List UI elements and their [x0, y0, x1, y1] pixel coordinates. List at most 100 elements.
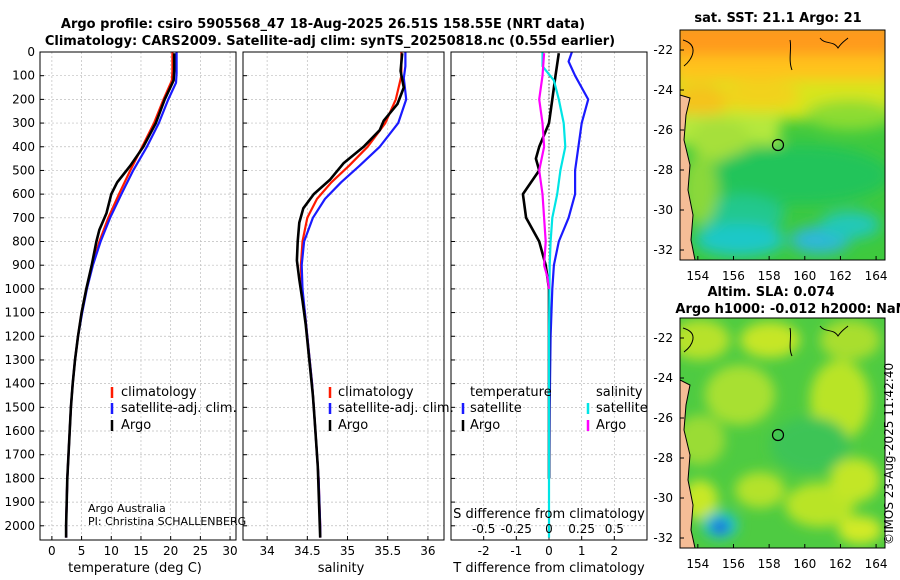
lat-tick-label: -24	[653, 371, 673, 385]
depth-tick-label: 1700	[4, 448, 35, 462]
temperature-panel: 0100200300400500600700800900100011001200…	[4, 45, 246, 576]
lon-tick-label: 160	[793, 557, 816, 571]
x-tick-label: 30	[222, 544, 237, 558]
sla-field	[680, 318, 885, 548]
depth-tick-label: 1100	[4, 306, 35, 320]
difference-lines	[521, 51, 590, 538]
figure-title-line1: Argo profile: csiro 5905568_47 18-Aug-20…	[61, 17, 585, 32]
lon-tick-label: 162	[829, 269, 852, 283]
x-tick-label: 0	[48, 544, 56, 558]
lat-tick-label: -24	[653, 83, 673, 97]
difference-panel: -2 -1 0 1 2 -0.5 -0.25 0 0.25 0.5 S difference f…	[450, 51, 648, 576]
lat-tick-label: -30	[653, 491, 673, 505]
salinity-panel: 34 34.5 35 35.5 36 salinity climatology sate…	[242, 51, 454, 576]
lat-tick-label: -30	[653, 203, 673, 217]
depth-tick-label: 600	[12, 187, 35, 201]
temperature-lines	[64, 52, 178, 538]
salinity-axis-label: salinity	[318, 561, 365, 576]
depth-tick-label: 1300	[4, 353, 35, 367]
temperature-tick-labels: 0 5 10 15 20 25 30	[48, 544, 238, 558]
s-diff-tick-label: -0.5	[472, 522, 495, 536]
lat-tick-label: -22	[653, 331, 673, 345]
sla-lat-tick-labels: -22 -24 -26 -28 -30 -32	[653, 331, 684, 545]
legend-climatology-label: climatology	[121, 385, 197, 400]
depth-tick-label: 700	[12, 211, 35, 225]
x-tick-label: 34	[259, 544, 274, 558]
depth-tick-label: 900	[12, 258, 35, 272]
x-tick-label: 34.5	[294, 544, 321, 558]
sla-map-panel: Altim. SLA: 0.074 Argo h1000: -0.012 h20…	[653, 285, 900, 571]
lon-tick-label: 158	[758, 557, 781, 571]
s-diff-tick-label: -0.25	[501, 522, 532, 536]
salinity-lines	[295, 52, 408, 538]
t-difference-tick-labels: -2 -1 0 1 2	[478, 544, 618, 558]
depth-tick-label: 1600	[4, 424, 35, 438]
x-tick-label: 5	[78, 544, 86, 558]
depth-tick-label: 300	[12, 116, 35, 130]
s-difference-axis-label: S difference from climatology	[453, 507, 645, 522]
series-line-s-satellite	[541, 52, 567, 538]
lat-tick-label: -28	[653, 163, 673, 177]
x-tick-label: 25	[193, 544, 208, 558]
lon-tick-label: 158	[758, 269, 781, 283]
x-tick-label: 15	[133, 544, 148, 558]
legend-s-satellite-label: satellite	[596, 401, 648, 416]
depth-tick-label: 1500	[4, 400, 35, 414]
depth-tick-label: 2000	[4, 519, 35, 533]
series-line-s-argo	[538, 53, 551, 290]
credit-org: Argo Australia	[88, 502, 166, 515]
legend-s-argo-label: Argo	[596, 418, 626, 433]
argo-position-marker	[771, 428, 785, 442]
s-difference-tick-labels: -0.5 -0.25 0 0.25 0.5	[472, 522, 624, 536]
legend-t-argo-label: Argo	[470, 418, 500, 433]
sst-field	[680, 30, 885, 260]
x-tick-label: -1	[510, 544, 522, 558]
lat-tick-label: -26	[653, 411, 673, 425]
legend-climatology-label: climatology	[338, 385, 414, 400]
depth-tick-label: 1200	[4, 329, 35, 343]
series-line-satellite-adj-clim-	[65, 52, 178, 538]
temperature-legend: climatology satellite-adj. clim. Argo	[110, 385, 237, 433]
legend-satellite-label: satellite-adj. clim.	[121, 401, 237, 416]
series-line-t-satellite	[548, 51, 590, 479]
sla-map-frame	[679, 317, 886, 549]
sla-lon-tick-labels: 154 156 158 160 162 164	[686, 544, 888, 571]
s-diff-tick-label: 0	[545, 522, 553, 536]
lon-tick-label: 156	[722, 557, 745, 571]
lon-tick-label: 164	[865, 269, 888, 283]
depth-tick-label: 500	[12, 163, 35, 177]
lat-tick-label: -26	[653, 123, 673, 137]
sst-map-frame	[679, 29, 886, 261]
x-tick-label: 20	[163, 544, 178, 558]
x-tick-label: 35	[340, 544, 355, 558]
lon-tick-label: 164	[865, 557, 888, 571]
series-line-climatology	[299, 52, 403, 538]
depth-tick-label: 400	[12, 140, 35, 154]
temperature-grid	[40, 51, 236, 540]
sla-map-title: Altim. SLA: 0.074	[708, 285, 835, 300]
depth-tick-label: 200	[12, 92, 35, 106]
t-difference-axis-label: T difference from climatology	[452, 561, 645, 576]
depth-tick-label: 0	[27, 45, 35, 59]
temperature-axis-label: temperature (deg C)	[68, 561, 202, 576]
lon-tick-label: 162	[829, 557, 852, 571]
salinity-legend: climatology satellite-adj. clim. Argo	[328, 385, 454, 433]
credit-pi: PI: Christina SCHALLENBERG	[88, 515, 246, 528]
legend-salinity-title: salinity	[596, 385, 643, 400]
salinity-grid	[243, 51, 444, 540]
lat-tick-label: -22	[653, 43, 673, 57]
legend-satellite-label: satellite-adj. clim.	[338, 401, 454, 416]
salinity-axes-frame	[242, 51, 445, 541]
argo-position-marker	[771, 138, 785, 152]
lon-tick-label: 154	[686, 557, 709, 571]
legend-argo-label: Argo	[121, 418, 151, 433]
lon-tick-label: 160	[793, 269, 816, 283]
depth-tick-label: 1400	[4, 377, 35, 391]
lon-tick-label: 154	[686, 269, 709, 283]
legend-t-satellite-label: satellite	[470, 401, 522, 416]
temperature-axes-frame	[39, 51, 237, 541]
s-diff-tick-label: 0.25	[568, 522, 595, 536]
lat-tick-label: -32	[653, 531, 673, 545]
sst-lat-tick-labels: -22 -24 -26 -28 -30 -32	[653, 43, 684, 257]
